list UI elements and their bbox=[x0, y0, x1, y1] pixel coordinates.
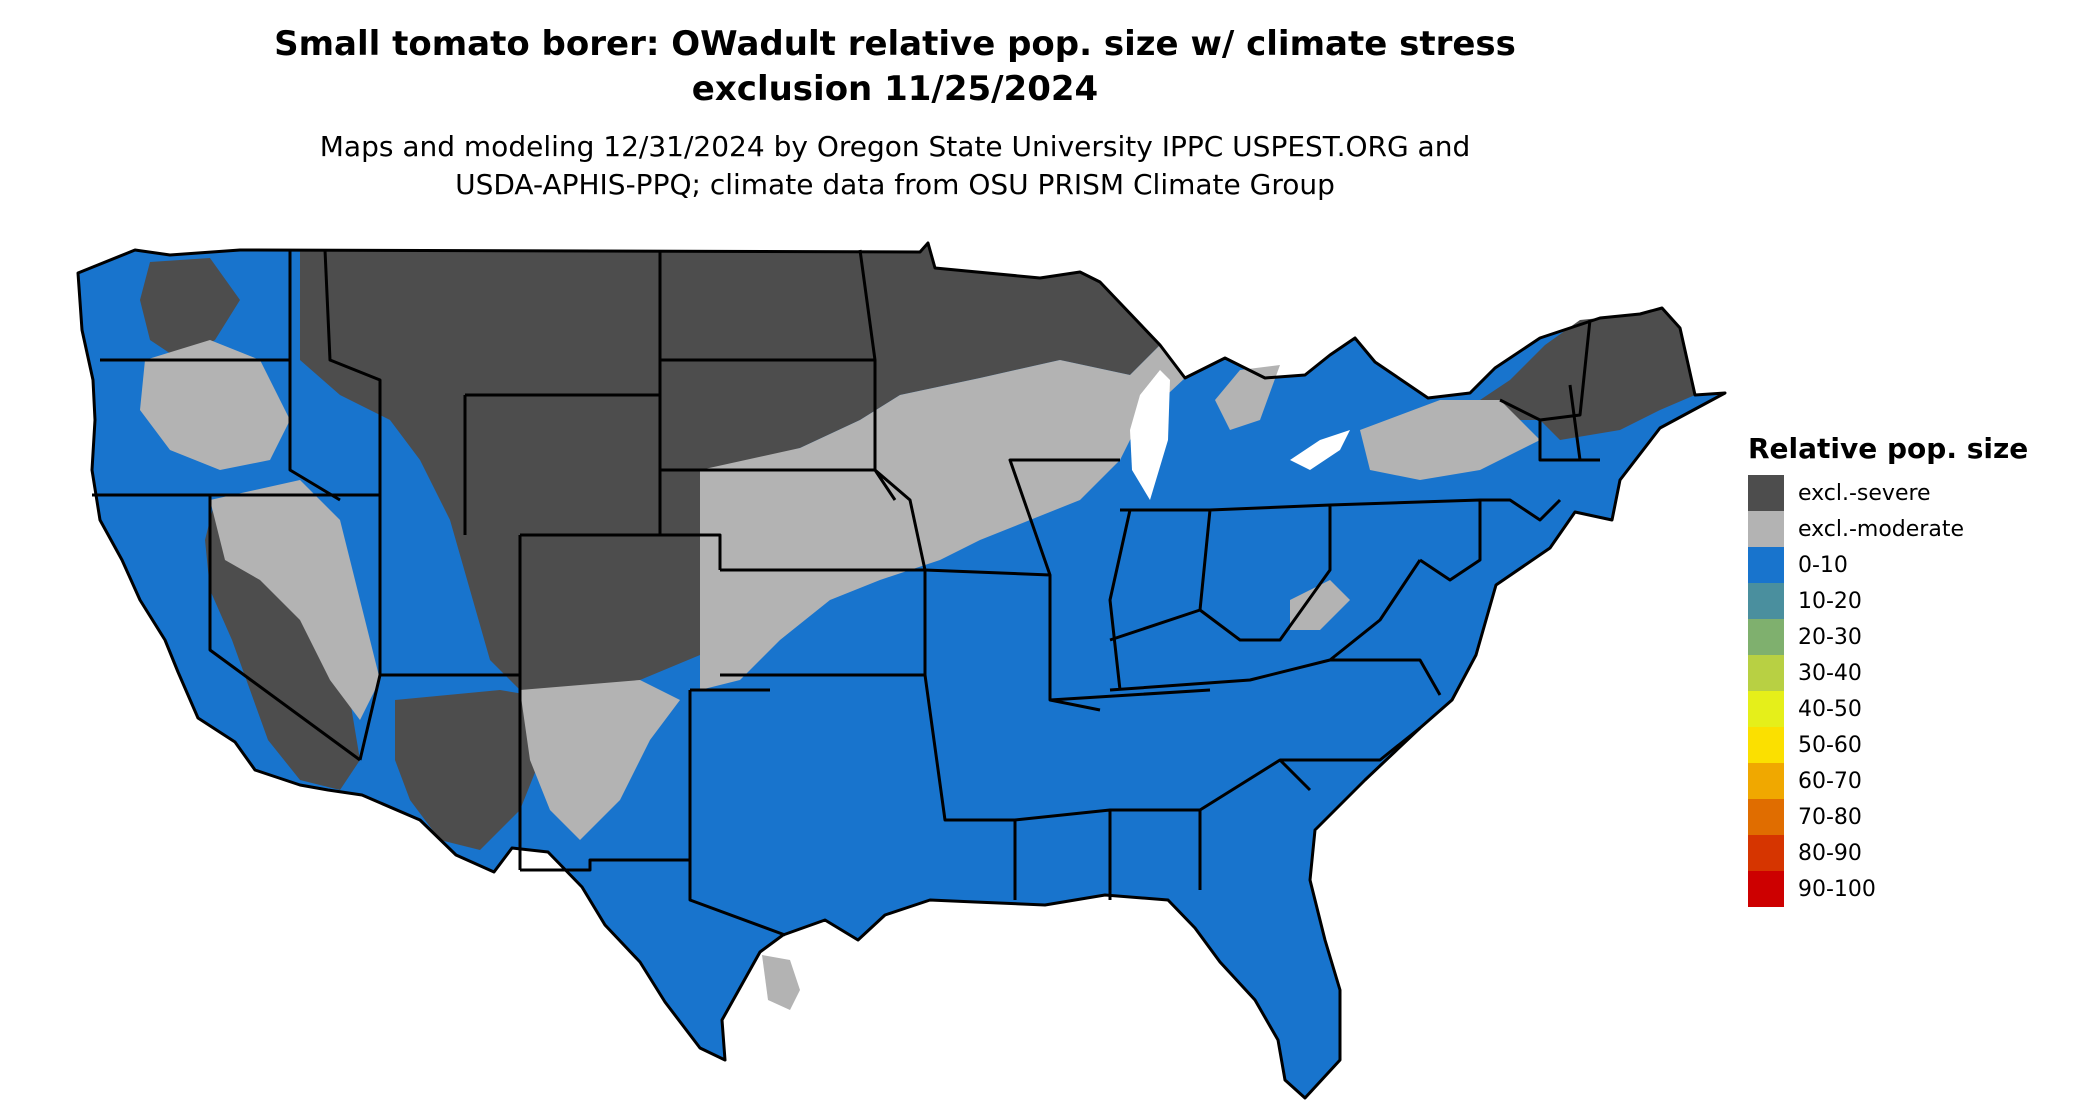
map-title-line-1: Small tomato borer: OWadult relative pop… bbox=[274, 24, 1516, 64]
legend-label: 0-10 bbox=[1798, 552, 1848, 578]
legend-item: excl.-severe bbox=[1748, 475, 2028, 511]
legend-item: 10-20 bbox=[1748, 583, 2028, 619]
legend-swatch bbox=[1748, 583, 1784, 619]
great-lakes-east bbox=[1290, 430, 1350, 470]
map-title-line-2: exclusion 11/25/2024 bbox=[691, 69, 1099, 109]
moderate-northeast bbox=[1360, 400, 1540, 480]
legend-swatch bbox=[1748, 655, 1784, 691]
moderate-great-lakes bbox=[1215, 365, 1280, 430]
legend-swatch bbox=[1748, 547, 1784, 583]
legend-item: 30-40 bbox=[1748, 655, 2028, 691]
legend-label: 80-90 bbox=[1798, 840, 1862, 866]
severe-northwest bbox=[140, 258, 240, 360]
legend-swatch bbox=[1748, 727, 1784, 763]
legend-item: 40-50 bbox=[1748, 691, 2028, 727]
legend-item: 60-70 bbox=[1748, 763, 2028, 799]
legend-label: 30-40 bbox=[1798, 660, 1862, 686]
legend-label: excl.-moderate bbox=[1798, 516, 1964, 542]
legend-swatch bbox=[1748, 475, 1784, 511]
moderate-appalachia bbox=[1290, 580, 1350, 630]
state-borders-east bbox=[924, 319, 1600, 900]
moderate-midwest-band bbox=[700, 345, 1185, 690]
lake-michigan bbox=[1130, 370, 1170, 500]
legend-title: Relative pop. size bbox=[1748, 432, 2029, 465]
legend-item: 50-60 bbox=[1748, 727, 2028, 763]
legend-swatch bbox=[1748, 763, 1784, 799]
legend-label: 10-20 bbox=[1798, 588, 1862, 614]
legend-item: 0-10 bbox=[1748, 547, 2028, 583]
legend-label: 60-70 bbox=[1798, 768, 1862, 794]
legend-swatch bbox=[1748, 835, 1784, 871]
severe-great-basin bbox=[205, 500, 360, 790]
conus-outline bbox=[76, 241, 1727, 1100]
legend-item: excl.-moderate bbox=[1748, 511, 2028, 547]
legend-swatch bbox=[1748, 691, 1784, 727]
legend-label: excl.-severe bbox=[1798, 480, 1931, 506]
legend-item: 70-80 bbox=[1748, 799, 2028, 835]
legend-label: 70-80 bbox=[1798, 804, 1862, 830]
map-title: Small tomato borer: OWadult relative pop… bbox=[0, 22, 1790, 112]
severe-new-england bbox=[1480, 308, 1695, 440]
moderate-southwest bbox=[520, 680, 680, 840]
map-subtitle-line-2: USDA-APHIS-PPQ; climate data from OSU PR… bbox=[455, 168, 1335, 201]
legend-item: 20-30 bbox=[1748, 619, 2028, 655]
legend-items: excl.-severe excl.-moderate 0-10 10-20 20-30… bbox=[1748, 475, 2028, 907]
moderate-south-texas bbox=[762, 955, 800, 1010]
legend-label: 20-30 bbox=[1798, 624, 1862, 650]
legend-swatch bbox=[1748, 511, 1784, 547]
severe-north-plains bbox=[300, 243, 1160, 705]
legend-label: 90-100 bbox=[1798, 876, 1876, 902]
moderate-northwest bbox=[140, 340, 290, 470]
legend-swatch bbox=[1748, 619, 1784, 655]
legend-label: 50-60 bbox=[1798, 732, 1862, 758]
moderate-west bbox=[210, 480, 380, 720]
map-subtitle-line-1: Maps and modeling 12/31/2024 by Oregon S… bbox=[319, 130, 1471, 163]
legend-item: 90-100 bbox=[1748, 871, 2028, 907]
legend-swatch bbox=[1748, 871, 1784, 907]
legend: Relative pop. size excl.-severe excl.-mod… bbox=[1748, 432, 2028, 907]
legend-label: 40-50 bbox=[1798, 696, 1862, 722]
legend-item: 80-90 bbox=[1748, 835, 2028, 871]
map-subtitle: Maps and modeling 12/31/2024 by Oregon S… bbox=[0, 128, 1790, 204]
legend-swatch bbox=[1748, 799, 1784, 835]
